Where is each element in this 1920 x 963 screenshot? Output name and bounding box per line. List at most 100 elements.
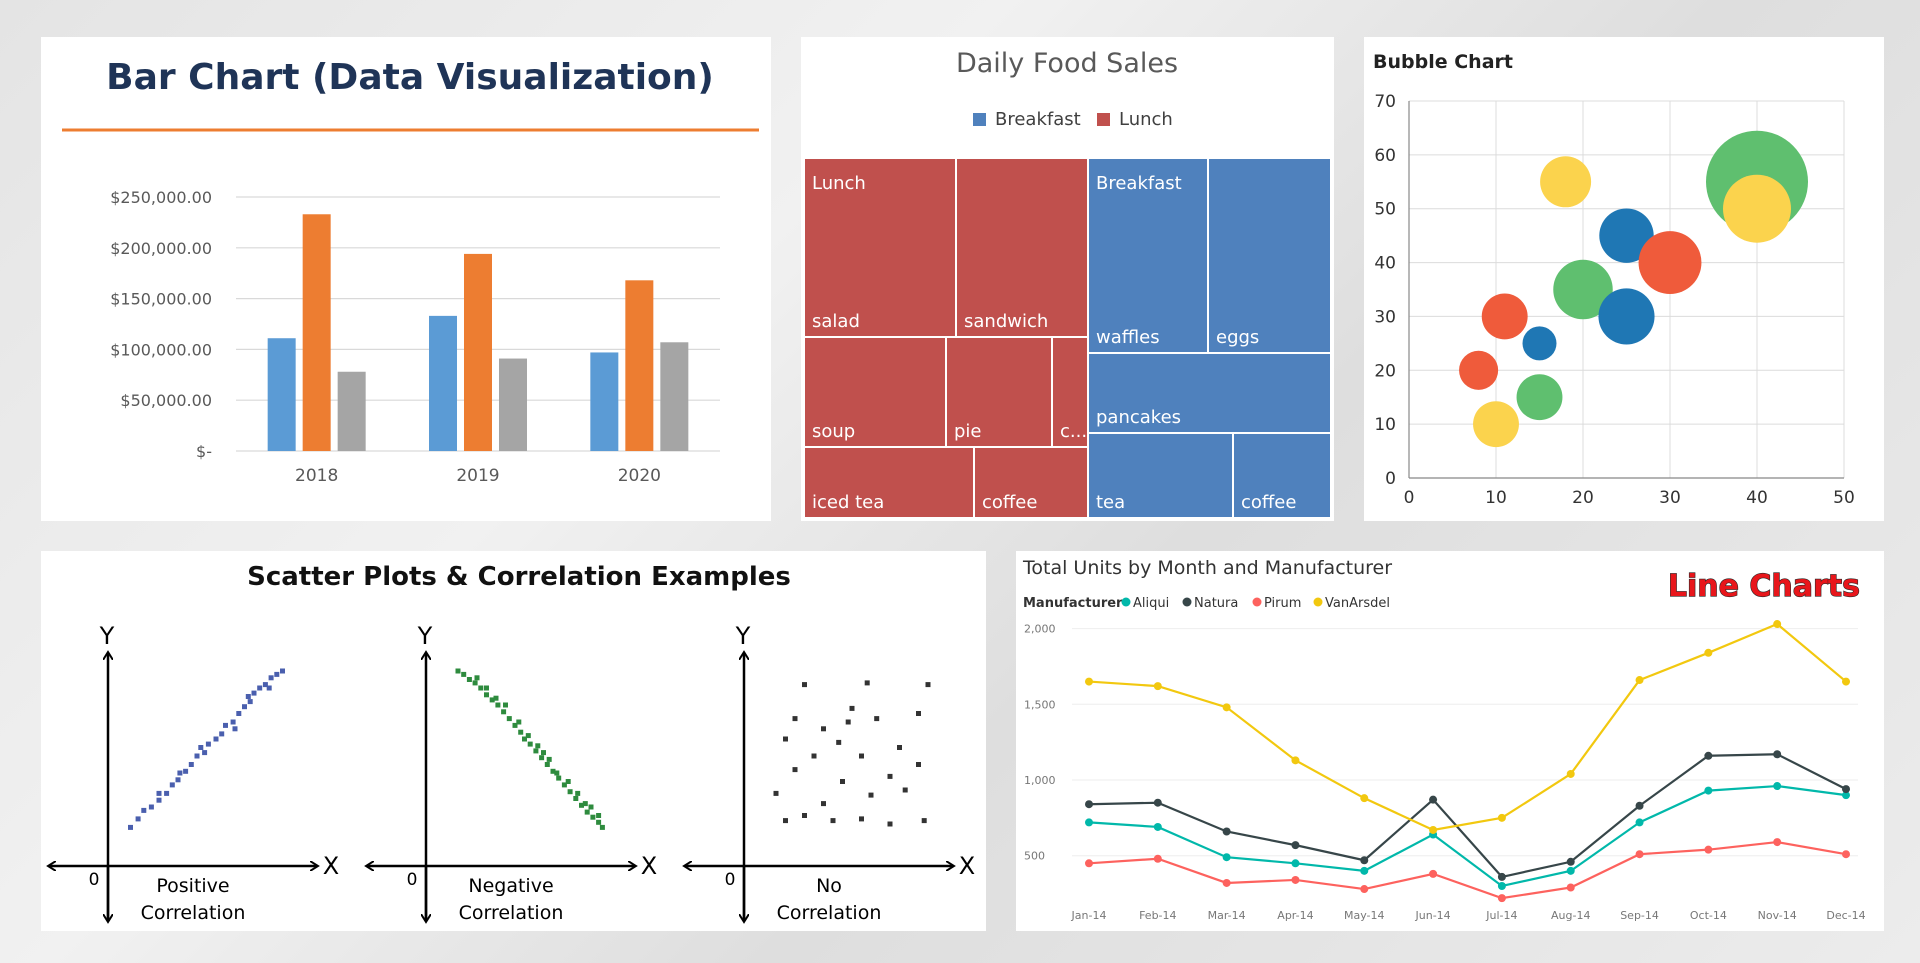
bubble-x-tick-label: 30 <box>1659 488 1681 508</box>
scatter-point <box>575 790 581 796</box>
treemap-cell-label: salad <box>812 311 860 332</box>
bar-y-tick-label: $100,000.00 <box>110 340 212 359</box>
line-point <box>1291 859 1300 868</box>
bubble-y-tick-label: 0 <box>1385 469 1396 489</box>
bar-x-tick-label: 2018 <box>295 466 338 486</box>
scatter-point <box>177 770 183 776</box>
line-x-tick-label: Jul-14 <box>1485 909 1517 922</box>
line-point <box>1360 866 1369 875</box>
treemap-cell <box>1089 159 1207 352</box>
line-point <box>1704 751 1713 760</box>
scatter-caption-line1: Positive <box>156 875 229 897</box>
line-point <box>1497 894 1506 903</box>
bar <box>337 371 366 451</box>
scatter-x-label: X <box>959 852 975 880</box>
line-point <box>1085 677 1093 686</box>
scatter-point <box>773 790 779 796</box>
line-point <box>1773 620 1782 629</box>
scatter-point <box>783 818 788 824</box>
line-point <box>1153 854 1162 863</box>
scatter-y-label: Y <box>99 622 115 650</box>
line-x-tick-label: Apr-14 <box>1277 909 1313 922</box>
bar-x-tick-label: 2019 <box>456 466 499 486</box>
scatter-point <box>148 804 154 810</box>
treemap-group-label-lunch: Lunch <box>812 173 866 194</box>
line-point <box>1291 841 1300 850</box>
bubble-point <box>1522 326 1557 361</box>
scatter-point <box>596 819 602 825</box>
treemap-cell <box>947 338 1051 446</box>
line-chart-badge: Line Charts <box>1668 569 1860 604</box>
line-point <box>1635 850 1644 859</box>
line-x-tick-label: Mar-14 <box>1208 909 1246 922</box>
scatter-point <box>925 682 931 688</box>
treemap-cell <box>975 448 1087 517</box>
line-x-tick-label: Nov-14 <box>1758 909 1797 922</box>
scatter-point <box>135 816 141 822</box>
scatter-point <box>916 711 921 716</box>
scatter-point <box>811 753 817 759</box>
bar-chart-panel: Bar Chart (Data Visualization) $- $50,000… <box>41 37 771 521</box>
scatter-point <box>455 668 461 674</box>
scatter-caption-line2: Correlation <box>777 902 882 924</box>
scatter-plot-2: Y X 0 Negative Correlation <box>367 622 657 924</box>
scatter-caption-line2: Correlation <box>459 902 564 924</box>
scatter-point <box>556 775 562 781</box>
line-point <box>1566 769 1575 778</box>
scatter-point <box>489 697 495 703</box>
scatter-point <box>792 716 798 722</box>
bar-y-tick-label: $250,000.00 <box>110 188 212 207</box>
treemap-cell <box>1209 159 1330 352</box>
treemap-cell <box>805 159 955 336</box>
scatter-point <box>565 779 571 784</box>
legend-title: Manufacturer <box>1023 596 1123 611</box>
line-point <box>1635 676 1644 685</box>
scatter-point <box>257 685 263 691</box>
treemap-cell-label: tea <box>1096 492 1125 513</box>
scatter-point <box>522 736 527 742</box>
scatter-point <box>535 743 541 749</box>
scatter-point <box>169 782 175 788</box>
scatter-point <box>582 801 588 807</box>
scatter-point <box>533 748 539 754</box>
scatter-point <box>188 762 194 767</box>
bubble-point <box>1473 401 1519 448</box>
scatter-point <box>897 745 902 750</box>
scatter-x-label: X <box>641 852 657 880</box>
treemap-cell-label: coffee <box>982 492 1037 513</box>
bar <box>625 280 654 451</box>
scatter-point <box>541 750 546 756</box>
bubble-y-tick-label: 30 <box>1374 307 1396 327</box>
scatter-y-label: Y <box>735 622 751 650</box>
legend-marker <box>1182 597 1192 607</box>
scatter-point <box>836 739 842 745</box>
scatter-point <box>525 733 531 739</box>
line-point <box>1773 838 1782 847</box>
line-point <box>1704 648 1713 657</box>
scatter-point <box>821 801 826 807</box>
scatter-point <box>242 704 247 710</box>
line-point <box>1153 798 1162 807</box>
treemap-cell-label: eggs <box>1216 327 1259 348</box>
treemap-cell <box>805 338 945 446</box>
scatter-point <box>141 807 147 813</box>
line-point <box>1222 853 1231 862</box>
line-point <box>1773 782 1782 791</box>
scatter-point <box>461 671 467 677</box>
line-point <box>1842 785 1850 794</box>
bubble-x-tick-label: 0 <box>1404 488 1415 508</box>
scatter-point <box>156 797 162 803</box>
scatter-point <box>223 722 228 728</box>
line-point <box>1429 825 1438 834</box>
line-point <box>1360 856 1369 865</box>
treemap-panel: Daily Food Sales Breakfast Lunch salad sa… <box>801 37 1334 521</box>
scatter-point <box>546 756 552 762</box>
scatter-point <box>544 762 550 767</box>
scatter-point <box>183 768 189 774</box>
bubble-x-tick-label: 10 <box>1485 488 1507 508</box>
bubble-chart: Bubble Chart 0 10 20 30 40 50 60 70 0 10 20 30 40 50 <box>1373 51 1855 508</box>
bubble-point <box>1459 350 1499 390</box>
scatter-point <box>874 716 880 722</box>
scatter-caption-line2: Correlation <box>141 902 246 924</box>
bar-y-tick-label: $200,000.00 <box>110 239 212 258</box>
